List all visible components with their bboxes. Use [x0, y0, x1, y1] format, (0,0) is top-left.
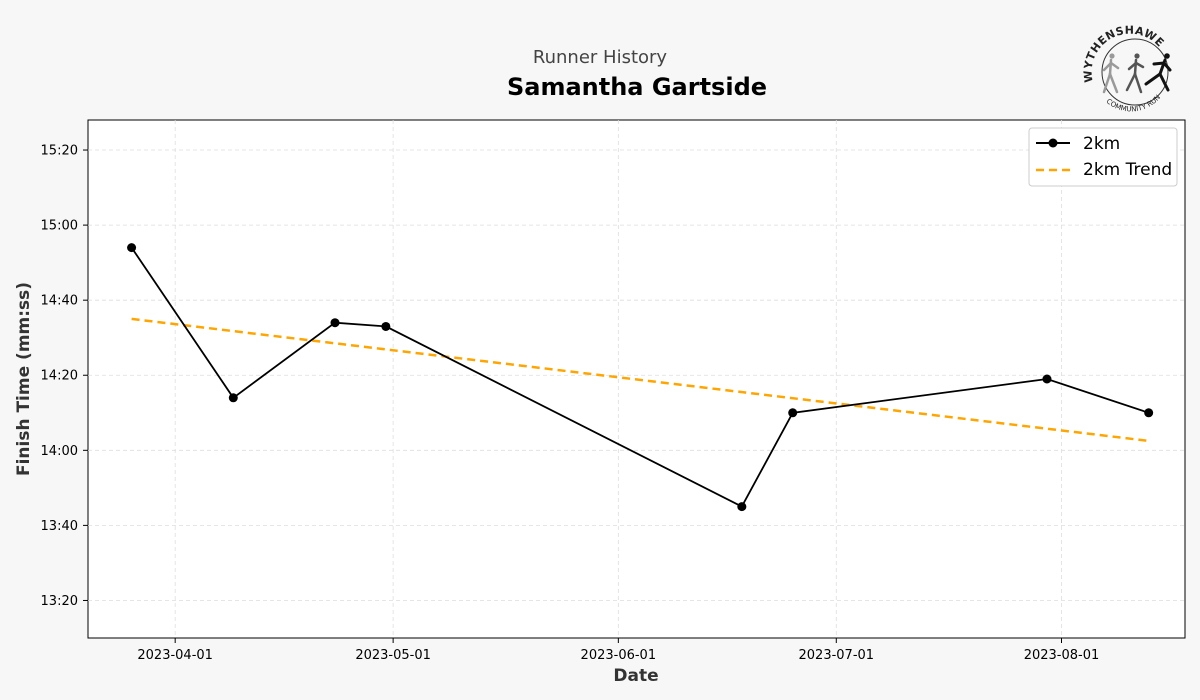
- x-axis-label: Date: [613, 666, 658, 686]
- x-tick-label: 2023-07-01: [799, 648, 875, 663]
- chart-title: Samantha Gartside: [507, 73, 767, 101]
- x-tick-label: 2023-08-01: [1024, 648, 1100, 663]
- x-tick-label: 2023-06-01: [581, 648, 657, 663]
- legend: 2km 2km Trend: [1028, 127, 1178, 187]
- runner-silhouette-icon: [1102, 53, 1120, 94]
- data-point: [228, 393, 238, 403]
- y-tick-label: 14:20: [41, 369, 78, 384]
- runner-silhouette-icon: [1125, 53, 1145, 94]
- data-point: [1144, 408, 1154, 418]
- data-point: [381, 321, 391, 331]
- y-tick-label: 13:40: [41, 519, 78, 534]
- y-tick-label: 15:00: [41, 219, 78, 234]
- legend-label-2km: 2km: [1083, 134, 1120, 154]
- y-tick-label: 15:20: [41, 144, 78, 159]
- data-point: [737, 502, 747, 512]
- data-point: [1042, 374, 1052, 384]
- y-tick-label: 14:40: [41, 294, 78, 309]
- x-tick-label: 2023-05-01: [355, 648, 431, 663]
- series-layer: [127, 243, 1154, 512]
- y-axis-label: Finish Time (mm:ss): [14, 282, 34, 476]
- y-tick-label: 13:20: [41, 594, 78, 609]
- series-line-2km: [130, 247, 1149, 508]
- chart-subtitle: Runner History: [533, 47, 668, 68]
- runner-silhouette-icon: [1144, 53, 1172, 92]
- grid-lines: [88, 120, 1185, 638]
- y-axis-ticks: 13:20 13:40 14:00 14:20 14:40 15:00 15:20: [41, 144, 88, 609]
- data-point: [788, 408, 798, 418]
- y-tick-label: 14:00: [41, 444, 78, 459]
- data-point: [127, 243, 137, 253]
- series-line-2km-trend: [131, 317, 1149, 443]
- x-tick-label: 2023-04-01: [137, 648, 213, 663]
- data-point: [330, 318, 340, 328]
- x-axis-ticks: 2023-04-01 2023-05-01 2023-06-01 2023-07-01…: [137, 638, 1099, 663]
- legend-label-2km-trend: 2km Trend: [1083, 160, 1172, 180]
- legend-marker-dot-2km: [1048, 138, 1058, 148]
